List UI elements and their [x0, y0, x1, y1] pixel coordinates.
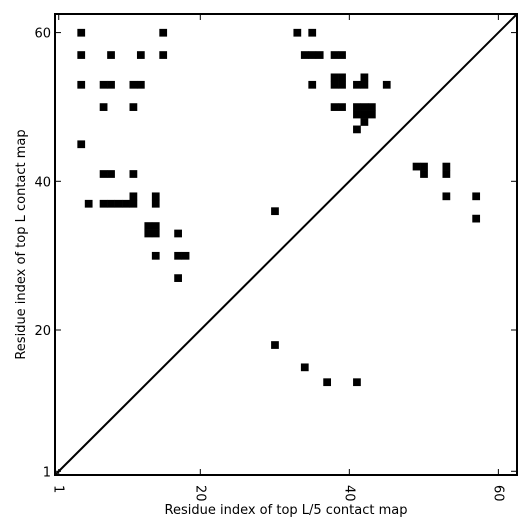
- plot-frame: [54, 13, 518, 476]
- contact-point: [77, 140, 86, 149]
- contact-point: [99, 80, 108, 89]
- contact-point: [442, 162, 451, 171]
- contact-point: [338, 73, 346, 82]
- contact-point: [472, 214, 481, 223]
- contact-point: [442, 192, 451, 201]
- contact-point: [77, 28, 86, 37]
- contact-point: [367, 110, 376, 119]
- contact-point: [174, 251, 182, 260]
- contact-point: [99, 103, 108, 111]
- contact-point: [308, 51, 317, 59]
- contact-point: [181, 251, 190, 260]
- y-axis-label: Residue index of top L contact map: [14, 129, 29, 359]
- contact-point: [338, 103, 346, 111]
- contact-point: [330, 73, 339, 82]
- contact-point: [159, 51, 168, 59]
- contact-point: [330, 80, 339, 89]
- contact-point: [114, 199, 123, 208]
- contact-point: [338, 80, 346, 89]
- contact-point: [442, 170, 451, 178]
- contact-point: [323, 378, 332, 387]
- contact-point: [271, 341, 279, 349]
- diagonal-line: [54, 13, 518, 476]
- contact-point: [271, 207, 279, 216]
- x-tick-label: 60: [490, 485, 505, 502]
- contact-point: [159, 28, 168, 37]
- contact-point: [107, 51, 115, 59]
- x-tick-label: 40: [341, 485, 356, 502]
- contact-point: [129, 192, 138, 201]
- contact-point: [151, 192, 160, 201]
- contact-point: [122, 199, 130, 208]
- contact-point: [107, 80, 115, 89]
- contact-point: [420, 170, 428, 178]
- contact-point: [129, 199, 138, 208]
- points-layer: [77, 28, 481, 387]
- contact-point: [360, 118, 369, 126]
- contact-point: [174, 229, 182, 238]
- contact-point: [382, 80, 391, 89]
- contact-point: [472, 192, 481, 201]
- contact-point: [99, 170, 108, 178]
- ticks-layer: 1 20 40 60 1 20 40 60: [34, 14, 517, 502]
- contact-point: [300, 51, 309, 59]
- contact-point: [338, 51, 346, 59]
- contact-point: [129, 103, 138, 111]
- contact-point: [174, 274, 182, 282]
- contact-point: [77, 80, 86, 89]
- contact-point: [151, 199, 160, 208]
- contact-point: [330, 103, 339, 111]
- contact-point: [308, 28, 317, 37]
- contact-point: [420, 162, 428, 171]
- x-tick-label: 1: [51, 485, 66, 493]
- contact-point: [151, 251, 160, 260]
- contact-point: [360, 110, 369, 119]
- y-tick-label: 20: [34, 324, 51, 339]
- contact-point: [293, 28, 302, 37]
- y-tick-label: 40: [34, 175, 51, 190]
- y-tick-label: 1: [43, 465, 51, 480]
- contact-point: [129, 80, 138, 89]
- contact-point: [300, 363, 309, 372]
- contact-point: [136, 51, 145, 59]
- contact-point: [353, 110, 361, 119]
- x-tick-label: 20: [192, 485, 207, 502]
- contact-point: [99, 199, 108, 208]
- x-axis-label: Residue index of top L/5 contact map: [165, 503, 408, 518]
- contact-point: [308, 80, 317, 89]
- contact-point: [412, 162, 421, 171]
- contact-point: [107, 170, 115, 178]
- contact-point: [136, 80, 145, 89]
- contact-point: [353, 80, 361, 89]
- contact-point: [360, 73, 369, 82]
- contact-point: [353, 125, 361, 134]
- contact-point: [77, 51, 86, 59]
- contact-point: [151, 222, 160, 230]
- contact-point: [107, 199, 115, 208]
- contact-point: [330, 51, 339, 59]
- contact-point: [151, 229, 160, 238]
- y-tick-label: 60: [34, 27, 51, 42]
- contact-point: [353, 103, 361, 111]
- contact-point: [84, 199, 93, 208]
- contact-point: [144, 222, 153, 230]
- contact-point: [353, 378, 361, 387]
- contact-point: [360, 103, 369, 111]
- contact-point: [360, 80, 369, 89]
- contact-point: [315, 51, 324, 59]
- contact-point: [367, 103, 376, 111]
- contact-point: [129, 170, 138, 178]
- contact-point: [144, 229, 153, 238]
